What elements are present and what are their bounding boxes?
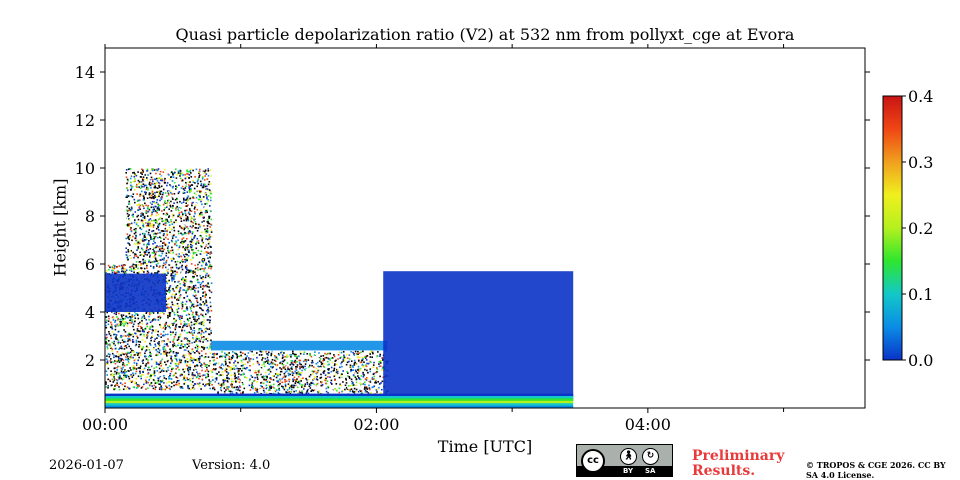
- region-dark-low-signal-band: [211, 350, 389, 396]
- axes: 00:00 02:00 04:00 2 4 6 8 10 12 14: [75, 44, 870, 434]
- copyright-notice: © TROPOS & CGE 2026. CC BY SA 4.0 Licens…: [806, 460, 946, 480]
- cc-icon: cc: [581, 449, 605, 473]
- cc-license-badge: cc 🚶︎ ↻ BY SA: [576, 444, 673, 477]
- footer-date: 2026-01-07: [49, 458, 124, 473]
- x-axis-label: Time [UTC]: [437, 437, 533, 456]
- chart-title: Quasi particle depolarization ratio (V2)…: [175, 25, 795, 44]
- region-low-depol-layer-top-edge: [105, 273, 167, 312]
- heatmap-layer: [105, 168, 574, 409]
- colorbar-gradient: [882, 95, 903, 361]
- attribution-icon: 🚶︎: [620, 448, 637, 465]
- y-tick-label: 8: [85, 207, 95, 226]
- region-blue-aerosol-plume: [383, 271, 574, 401]
- region-near-surface-layer: [105, 393, 574, 409]
- x-tick-label: 00:00: [82, 415, 128, 434]
- region-thin-blue-aerosol-layer: [210, 340, 388, 351]
- footer-version: Version: 4.0: [192, 458, 271, 473]
- colorbar-tick-label: 0.2: [908, 219, 933, 238]
- y-tick-label: 10: [75, 159, 95, 178]
- x-tick-label: 04:00: [625, 415, 671, 434]
- by-label: BY: [623, 467, 634, 475]
- colorbar-tick-label: 0.3: [908, 153, 933, 172]
- y-tick-label: 14: [75, 63, 95, 82]
- plot-frame: [104, 47, 866, 409]
- x-tick-label: 02:00: [353, 415, 399, 434]
- y-axis-label: Height [km]: [50, 178, 70, 277]
- region-high-cloud-speckle: [125, 168, 213, 266]
- sa-label: SA: [645, 467, 656, 475]
- colorbar-tick-label: 0.4: [908, 87, 933, 106]
- region-noisy-aerosol-cloud-column: [105, 264, 213, 391]
- y-tick-label: 2: [85, 351, 95, 370]
- y-tick-label: 4: [85, 303, 95, 322]
- colorbar-tick-label: 0.0: [908, 351, 933, 370]
- share-alike-icon: ↻: [642, 448, 659, 465]
- y-tick-label: 12: [75, 111, 95, 130]
- colorbar: 0.0 0.1 0.2 0.3 0.4: [882, 87, 933, 370]
- preliminary-notice: Preliminary Results.: [692, 448, 785, 479]
- colorbar-tick-label: 0.1: [908, 285, 933, 304]
- y-tick-label: 6: [85, 255, 95, 274]
